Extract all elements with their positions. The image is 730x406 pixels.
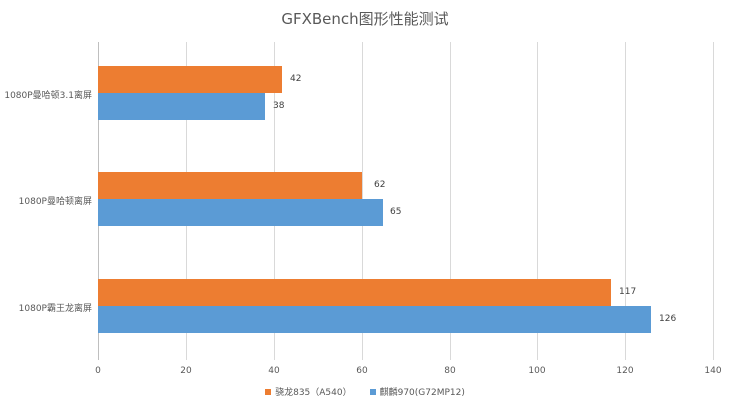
chart-title: GFXBench图形性能测试: [281, 10, 449, 28]
bar-snapdragon-manhattan31: [98, 66, 282, 93]
x-tick: 80: [444, 366, 456, 376]
x-tick: 0: [95, 366, 101, 376]
category-label: 1080P曼哈顿离屏: [18, 197, 92, 207]
legend-label: 麒麟970(G72MP12): [379, 388, 465, 398]
data-label: 126: [659, 314, 677, 324]
category-label: 1080P曼哈顿3.1离屏: [4, 91, 92, 101]
data-label: 62: [374, 180, 386, 190]
data-label: 42: [290, 74, 302, 84]
x-tick: 60: [356, 366, 368, 376]
gridline: [537, 42, 538, 360]
x-tick: 100: [528, 366, 546, 376]
x-tick: 120: [616, 366, 634, 376]
x-tick: 20: [180, 366, 192, 376]
bar-kirin-manhattan31: [98, 93, 265, 120]
bar-kirin-manhattan: [98, 199, 383, 226]
legend-item-snapdragon: 骁龙835（A540）: [265, 385, 352, 398]
gridline: [625, 42, 626, 360]
legend-swatch-orange: [265, 388, 272, 395]
gridline: [450, 42, 451, 360]
bar-snapdragon-trex: [98, 279, 611, 306]
legend-swatch-blue: [369, 388, 376, 395]
data-label: 65: [390, 207, 402, 217]
data-label: 117: [619, 287, 637, 297]
bar-kirin-trex: [98, 306, 651, 333]
x-tick: 40: [268, 366, 280, 376]
category-label: 1080P霸王龙离屏: [18, 304, 92, 314]
data-label: 38: [273, 101, 285, 111]
x-tick: 140: [704, 366, 722, 376]
bar-snapdragon-manhattan: [98, 172, 362, 199]
plot-area: 42 38 62 65 117 126: [98, 42, 714, 360]
gridline: [713, 42, 714, 360]
legend: 骁龙835（A540） 麒麟970(G72MP12): [0, 385, 730, 398]
legend-item-kirin: 麒麟970(G72MP12): [369, 385, 465, 398]
legend-label: 骁龙835（A540）: [275, 388, 352, 398]
